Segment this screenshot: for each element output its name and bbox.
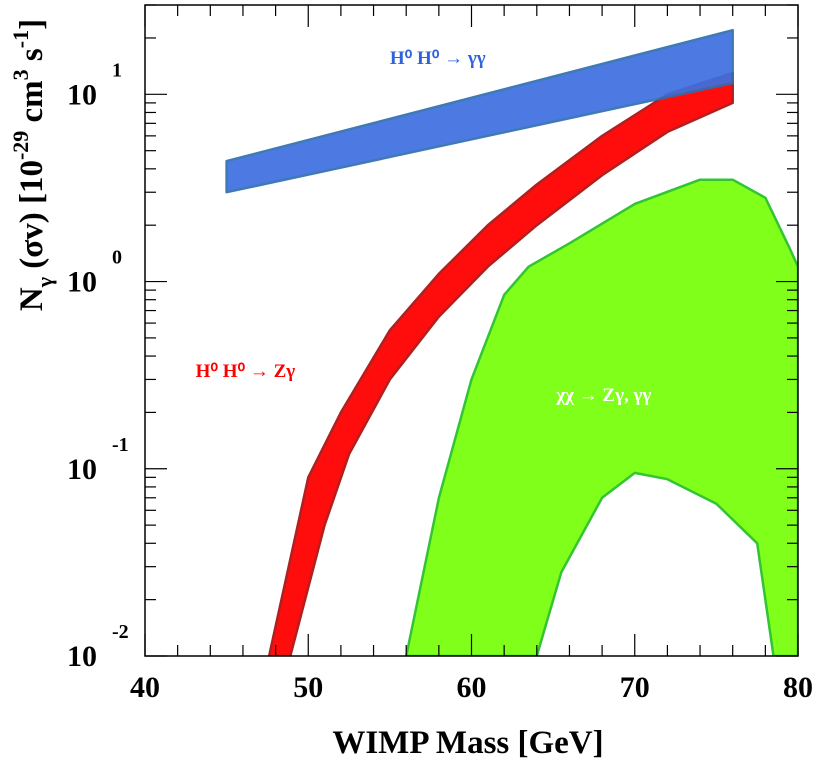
y-tick-label: 10 [67,266,97,299]
y-axis-title-exp3: -1 [8,30,33,48]
annotation-H0H0-gammagamma: H⁰ H⁰ → γγ [390,48,486,69]
y-axis-title-end: ] [14,19,50,30]
annotation-chichi-Zgamma-gammagamma: χχ → Zγ, γγ [555,385,651,406]
x-tick-label: 40 [130,671,160,704]
y-axis-title-unit2: s [14,48,50,69]
band-H0H0-gammagamma [225,28,734,194]
band-H0H0-Zgamma [267,71,734,656]
y-tick-exponent: 0 [112,247,122,269]
y-tick-exponent: -2 [112,621,129,643]
y-axis-title-exp2: 3 [8,69,33,80]
y-axis-title-mid: (σv) [10 [14,160,50,277]
y-tick-label: 10 [67,453,97,486]
x-tick-label: 80 [783,671,813,704]
x-axis-title: WIMP Mass [GeV] [332,725,603,761]
y-axis-title-sub: γ [32,277,57,288]
y-axis-title: Nγ (σv) [10-29 cm3 s-1] [8,19,57,311]
x-tick-label: 60 [457,671,487,704]
y-tick-label: 10 [67,78,97,111]
y-axis-title-unit1: cm [14,80,50,130]
annotation-H0H0-Zgamma: H⁰ H⁰ → Zγ [196,361,296,382]
y-axis-title-base: N [14,287,50,311]
x-tick-label: 70 [620,671,650,704]
band-chichi-Zgamma-gammagamma [404,178,798,656]
y-axis-title-exp1: -29 [8,131,33,160]
y-tick-label: 10 [67,640,97,673]
y-tick-exponent: 1 [112,59,122,81]
y-tick-exponent: -1 [112,434,129,456]
x-tick-label: 50 [293,671,323,704]
